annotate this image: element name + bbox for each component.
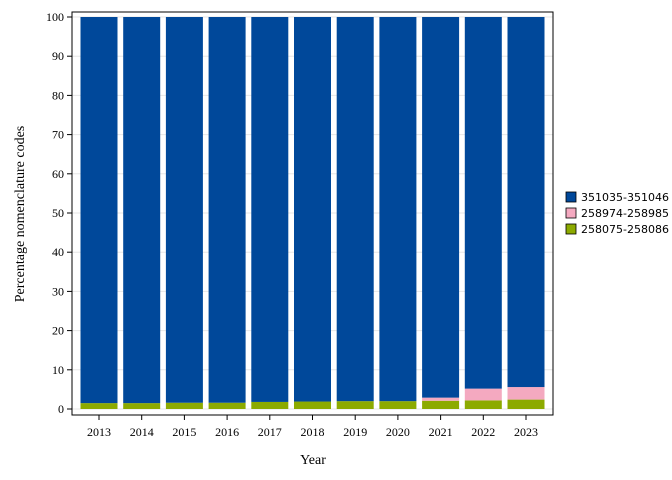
legend-swatch: [565, 223, 577, 235]
x-tick-label: 2023: [514, 425, 538, 439]
x-tick-label: 2013: [87, 425, 111, 439]
bar-segment: [422, 397, 460, 401]
legend-swatch: [565, 207, 577, 219]
bar-segment: [464, 400, 502, 409]
y-axis-title: Percentage nomenclature codes: [13, 126, 28, 302]
y-tick-label: 40: [52, 245, 64, 259]
bar-segment: [208, 17, 246, 403]
x-tick-label: 2014: [130, 425, 154, 439]
x-tick-label: 2015: [172, 425, 196, 439]
plot-frame: [71, 11, 554, 416]
bar-segment: [422, 17, 460, 398]
bars: [80, 17, 545, 409]
y-tick-label: 20: [52, 324, 64, 338]
bar-segment: [123, 403, 161, 409]
legend: 351035-351046 258974-258985 258075-258086: [565, 191, 669, 236]
y-tick-label: 30: [52, 284, 64, 298]
x-tick-label: 2021: [429, 425, 453, 439]
bar-segment: [464, 17, 502, 389]
bar-segment: [379, 401, 417, 409]
legend-swatch: [565, 191, 577, 203]
bar-segment: [294, 401, 331, 409]
bar-segment: [165, 402, 203, 409]
x-tick-label: 2018: [301, 425, 325, 439]
bar-segment: [251, 401, 289, 409]
bar-segment: [507, 387, 545, 400]
bar-segment: [251, 17, 289, 402]
bar-segment: [422, 400, 460, 409]
x-tick-label: 2017: [258, 425, 282, 439]
x-tick-label: 2020: [386, 425, 410, 439]
y-tick-label: 0: [58, 402, 64, 416]
bar-segment: [80, 403, 118, 409]
x-axis: 2013 2014 2015 2016 2017 2018 2019 2020 2021 2022…: [87, 415, 538, 439]
bar-segment: [123, 17, 161, 404]
bar-segment: [464, 388, 502, 401]
x-tick-label: 2016: [215, 425, 239, 439]
bar-segment: [507, 399, 545, 409]
bar-segment: [379, 17, 417, 402]
bar-segment: [294, 17, 331, 402]
bar-segment: [80, 17, 118, 404]
x-tick-label: 2019: [343, 425, 367, 439]
bar-segment: [208, 402, 246, 409]
bar-segment: [507, 17, 545, 388]
y-tick-label: 90: [52, 49, 64, 63]
y-tick-label: 100: [46, 10, 64, 24]
bar-segment: [336, 401, 374, 409]
x-axis-title: Year: [300, 453, 326, 468]
legend-label: 258075-258086: [581, 223, 669, 236]
y-tick-label: 10: [52, 363, 64, 377]
y-tick-label: 60: [52, 167, 64, 181]
y-tick-label: 80: [52, 88, 64, 102]
y-tick-label: 50: [52, 206, 64, 220]
x-tick-label: 2022: [471, 425, 495, 439]
y-axis: 0 10 20 30 40 50 60 70 80 90 100: [46, 10, 72, 416]
y-tick-label: 70: [52, 128, 64, 142]
legend-label: 351035-351046: [581, 191, 669, 204]
bar-segment: [336, 17, 374, 402]
bar-segment: [165, 17, 203, 403]
legend-label: 258974-258985: [581, 207, 669, 220]
